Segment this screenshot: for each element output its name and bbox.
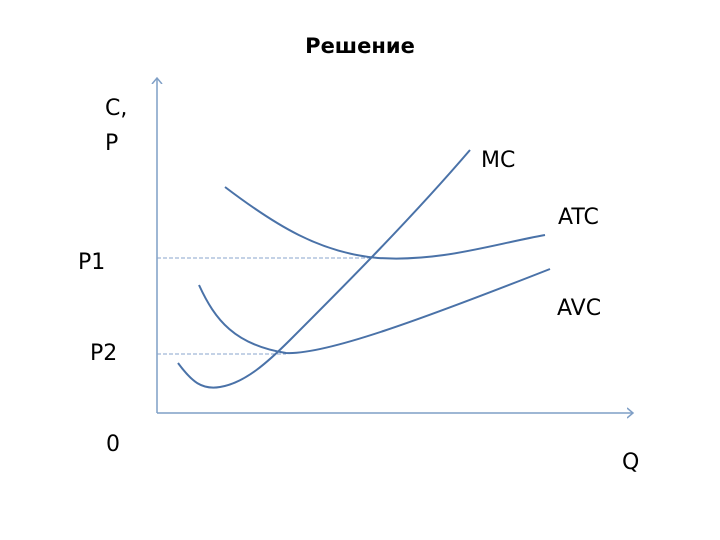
x-axis-label-q: Q: [622, 450, 640, 475]
avc-curve: [198, 268, 551, 355]
y-axis-label-p: P: [105, 131, 119, 156]
p1-label: P1: [78, 250, 106, 275]
y-axis-label-c: C,: [105, 96, 128, 121]
mc-label: MC: [481, 148, 516, 173]
mc-curve: [177, 149, 471, 389]
p2-label: P2: [90, 341, 118, 366]
slide-title: Решение: [305, 34, 415, 58]
atc-label: ATC: [558, 205, 599, 230]
atc-curve: [224, 186, 546, 260]
avc-label: AVC: [557, 296, 602, 321]
origin-label: 0: [106, 432, 120, 457]
